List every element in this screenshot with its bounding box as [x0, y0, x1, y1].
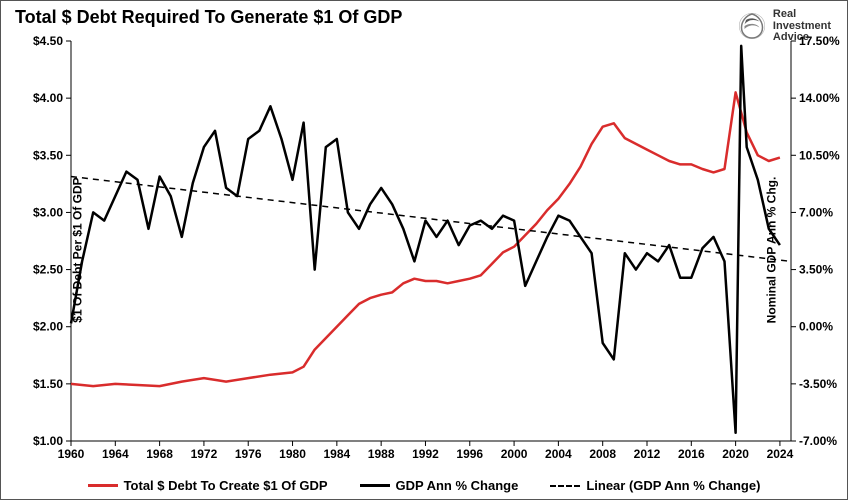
- chart-container: Total $ Debt Required To Generate $1 Of …: [0, 0, 848, 500]
- svg-text:2004: 2004: [545, 447, 572, 461]
- svg-text:10.50%: 10.50%: [799, 148, 840, 162]
- svg-text:-7.00%: -7.00%: [799, 434, 837, 448]
- svg-text:1996: 1996: [456, 447, 483, 461]
- svg-text:3.50%: 3.50%: [799, 263, 833, 277]
- svg-text:1972: 1972: [191, 447, 218, 461]
- svg-text:1984: 1984: [323, 447, 350, 461]
- svg-text:1964: 1964: [102, 447, 129, 461]
- legend-swatch: [88, 484, 118, 487]
- svg-text:$3.50: $3.50: [33, 148, 63, 162]
- svg-text:$4.00: $4.00: [33, 91, 63, 105]
- legend-item: Linear (GDP Ann % Change): [550, 478, 760, 493]
- svg-text:1980: 1980: [279, 447, 306, 461]
- svg-text:1960: 1960: [58, 447, 85, 461]
- svg-text:1988: 1988: [368, 447, 395, 461]
- line-chart: 1960 1964 1968 1972 1976 1980 1984 1988 1992 1996…: [1, 1, 848, 501]
- svg-text:$2.00: $2.00: [33, 320, 63, 334]
- svg-text:1992: 1992: [412, 447, 439, 461]
- svg-text:2020: 2020: [722, 447, 749, 461]
- svg-text:$4.50: $4.50: [33, 34, 63, 48]
- svg-text:17.50%: 17.50%: [799, 34, 840, 48]
- svg-text:2000: 2000: [501, 447, 528, 461]
- svg-text:0.00%: 0.00%: [799, 320, 833, 334]
- svg-text:1968: 1968: [146, 447, 173, 461]
- svg-text:2024: 2024: [767, 447, 794, 461]
- legend-item: Total $ Debt To Create $1 Of GDP: [88, 478, 328, 493]
- svg-text:2008: 2008: [589, 447, 616, 461]
- legend-swatch: [550, 485, 580, 487]
- svg-text:7.00%: 7.00%: [799, 205, 833, 219]
- legend: Total $ Debt To Create $1 Of GDP GDP Ann …: [1, 475, 847, 494]
- svg-text:-3.50%: -3.50%: [799, 377, 837, 391]
- legend-label: Total $ Debt To Create $1 Of GDP: [124, 478, 328, 493]
- svg-text:$1.50: $1.50: [33, 377, 63, 391]
- svg-text:2012: 2012: [634, 447, 661, 461]
- legend-label: GDP Ann % Change: [396, 478, 519, 493]
- svg-text:1976: 1976: [235, 447, 262, 461]
- svg-text:$1.00: $1.00: [33, 434, 63, 448]
- svg-text:2016: 2016: [678, 447, 705, 461]
- svg-text:$3.00: $3.00: [33, 205, 63, 219]
- legend-label: Linear (GDP Ann % Change): [586, 478, 760, 493]
- y-axis-right-label: Nominal GDP Ann % Chg.: [765, 177, 779, 324]
- svg-text:14.00%: 14.00%: [799, 91, 840, 105]
- y-axis-left-label: $1 Of Debt Per $1 Of GDP: [71, 177, 85, 322]
- svg-text:$2.50: $2.50: [33, 263, 63, 277]
- legend-item: GDP Ann % Change: [360, 478, 519, 493]
- legend-swatch: [360, 484, 390, 487]
